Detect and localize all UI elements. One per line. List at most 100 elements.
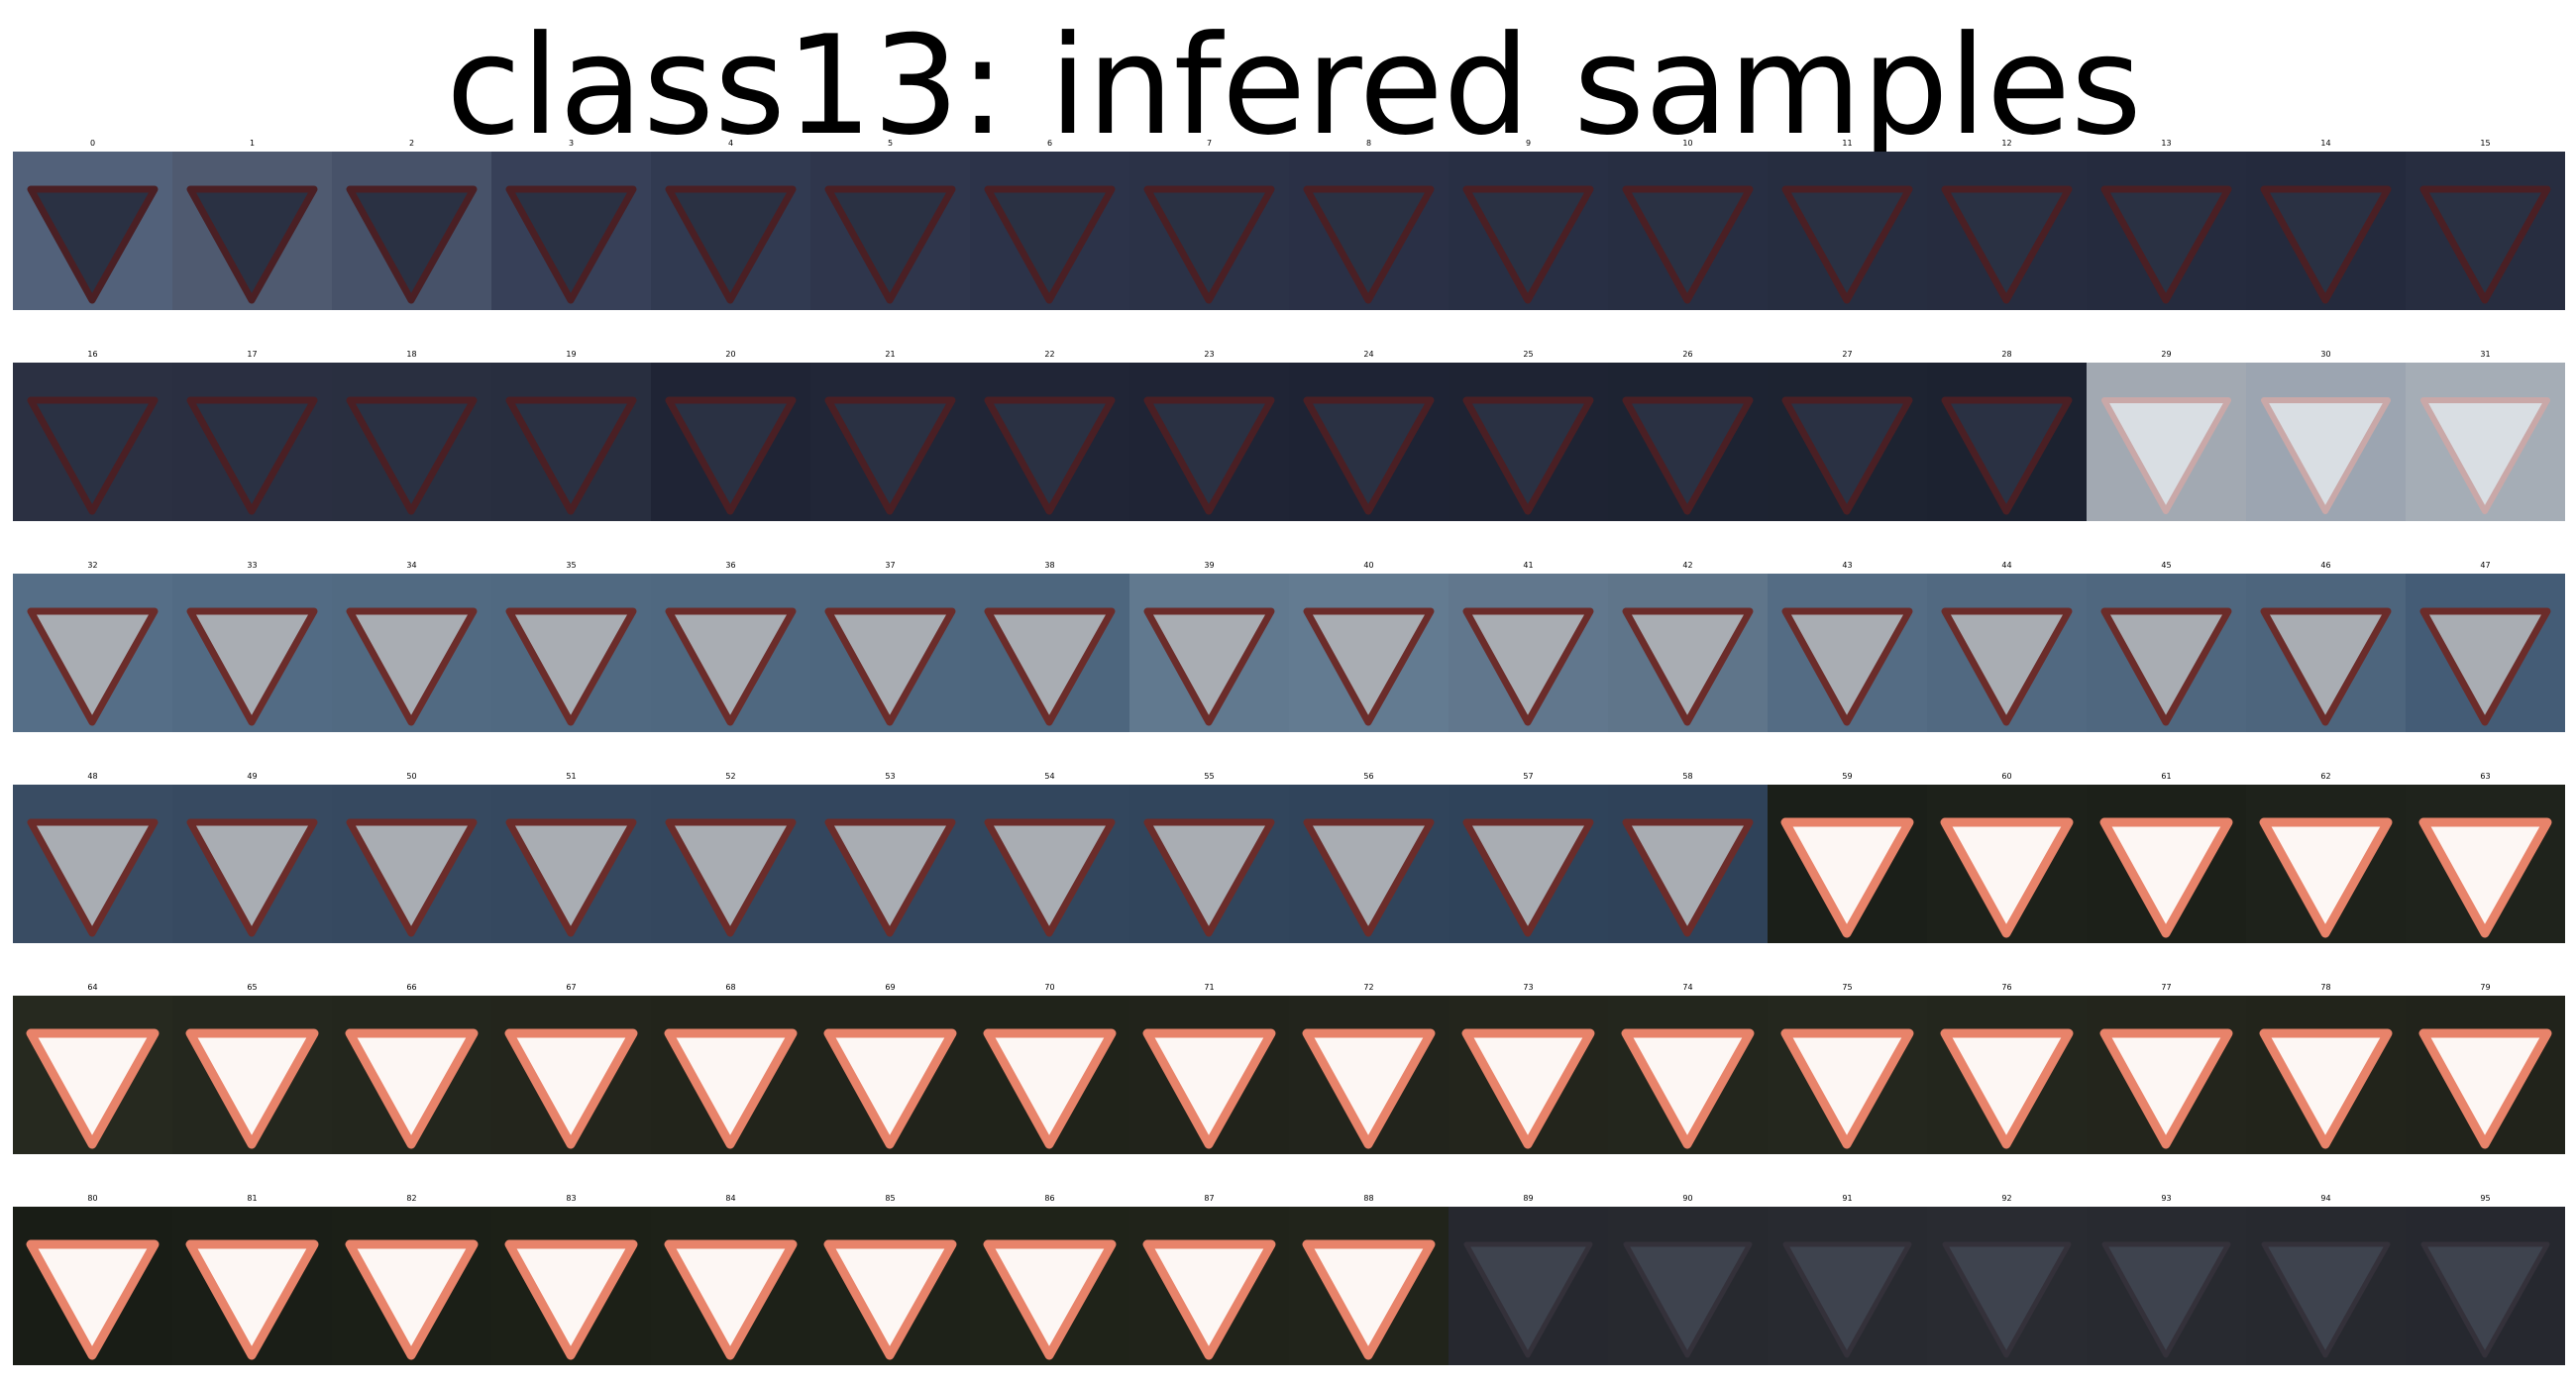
- sample-index-label: 79: [2480, 983, 2491, 992]
- yield-sign-thumbnail: [810, 363, 970, 521]
- sample-cell: 30: [2246, 348, 2406, 521]
- yield-sign-icon: [2260, 607, 2392, 726]
- yield-sign-thumbnail: [332, 152, 491, 310]
- sample-cell: 44: [1927, 559, 2087, 732]
- sample-cell: 57: [1449, 770, 1608, 943]
- yield-sign-thumbnail: [1927, 363, 2087, 521]
- sample-index-label: 59: [1842, 772, 1853, 781]
- yield-sign-thumbnail: [1608, 152, 1768, 310]
- yield-sign-thumbnail: [1129, 363, 1289, 521]
- sample-cell: 80: [13, 1192, 172, 1365]
- sample-cell: 20: [651, 348, 810, 521]
- yield-sign-icon: [2101, 397, 2231, 514]
- sample-cell: 89: [1449, 1192, 1608, 1365]
- yield-sign-icon: [1303, 396, 1435, 515]
- sample-index-label: 23: [1204, 350, 1215, 359]
- yield-sign-thumbnail: [1449, 785, 1608, 943]
- sample-index-label: 75: [1842, 983, 1853, 992]
- yield-sign-thumbnail: [1927, 1207, 2087, 1365]
- sample-cell: 9: [1449, 137, 1608, 310]
- sample-cell: 93: [2087, 1192, 2246, 1365]
- sample-cell: 94: [2246, 1192, 2406, 1365]
- sample-cell: 27: [1768, 348, 1927, 521]
- sample-index-label: 60: [2001, 772, 2012, 781]
- sample-cell: 87: [1129, 1192, 1289, 1365]
- yield-sign-thumbnail: [1129, 574, 1289, 732]
- sample-cell: 42: [1608, 559, 1768, 732]
- sample-cell: 41: [1449, 559, 1608, 732]
- yield-sign-thumbnail: [2087, 363, 2246, 521]
- yield-sign-thumbnail: [1289, 152, 1449, 310]
- sample-cell: 51: [491, 770, 651, 943]
- sample-cell: 31: [2406, 348, 2565, 521]
- sample-cell: 58: [1608, 770, 1768, 943]
- yield-sign-icon: [984, 818, 1116, 937]
- yield-sign-icon: [1622, 607, 1754, 726]
- sample-index-label: 8: [1365, 139, 1372, 148]
- sample-index-label: 64: [87, 983, 98, 992]
- sample-index-label: 18: [406, 350, 417, 359]
- yield-sign-thumbnail: [172, 574, 332, 732]
- yield-sign-icon: [2100, 185, 2232, 304]
- sample-cell: 43: [1768, 559, 1927, 732]
- yield-sign-thumbnail: [1608, 785, 1768, 943]
- yield-sign-icon: [1941, 396, 2073, 515]
- yield-sign-thumbnail: [651, 363, 810, 521]
- sample-cell: 82: [332, 1192, 491, 1365]
- sample-cell: 23: [1129, 348, 1289, 521]
- yield-sign-icon: [1303, 607, 1435, 726]
- sample-index-label: 44: [2001, 561, 2012, 570]
- yield-sign-icon: [1463, 1241, 1593, 1358]
- sample-index-label: 39: [1204, 561, 1215, 570]
- yield-sign-thumbnail: [1768, 574, 1927, 732]
- yield-sign-icon: [345, 1028, 479, 1149]
- sample-index-label: 33: [247, 561, 258, 570]
- yield-sign-icon: [1622, 185, 1754, 304]
- yield-sign-icon: [505, 396, 637, 515]
- yield-sign-thumbnail: [332, 785, 491, 943]
- yield-sign-thumbnail: [2087, 785, 2246, 943]
- sample-index-label: 69: [885, 983, 896, 992]
- sample-cell: 83: [491, 1192, 651, 1365]
- yield-sign-icon: [345, 1239, 479, 1360]
- yield-sign-icon: [1462, 607, 1594, 726]
- yield-sign-thumbnail: [1449, 996, 1608, 1154]
- sample-index-label: 25: [1523, 350, 1534, 359]
- yield-sign-icon: [665, 818, 797, 937]
- yield-sign-thumbnail: [2406, 996, 2565, 1154]
- yield-sign-icon: [1143, 818, 1275, 937]
- yield-sign-icon: [2260, 185, 2392, 304]
- yield-sign-icon: [504, 1239, 638, 1360]
- sample-cell: 49: [172, 770, 332, 943]
- yield-sign-icon: [2101, 1241, 2231, 1358]
- yield-sign-icon: [2420, 1241, 2550, 1358]
- yield-sign-thumbnail: [970, 1207, 1129, 1365]
- sample-cell: 35: [491, 559, 651, 732]
- yield-sign-icon: [27, 185, 159, 304]
- yield-sign-thumbnail: [13, 152, 172, 310]
- yield-sign-thumbnail: [810, 785, 970, 943]
- sample-index-label: 55: [1204, 772, 1215, 781]
- sample-cell: 19: [491, 348, 651, 521]
- yield-sign-thumbnail: [970, 363, 1129, 521]
- sample-cell: 29: [2087, 348, 2246, 521]
- sample-cell: 55: [1129, 770, 1289, 943]
- yield-sign-icon: [2099, 817, 2233, 938]
- yield-sign-thumbnail: [491, 996, 651, 1154]
- sample-index-label: 9: [1525, 139, 1532, 148]
- sample-cell: 75: [1768, 981, 1927, 1154]
- yield-sign-icon: [665, 607, 797, 726]
- yield-sign-icon: [824, 818, 956, 937]
- yield-sign-thumbnail: [1768, 1207, 1927, 1365]
- sample-cell: 13: [2087, 137, 2246, 310]
- yield-sign-icon: [824, 396, 956, 515]
- sample-index-label: 47: [2480, 561, 2491, 570]
- yield-sign-thumbnail: [2406, 574, 2565, 732]
- sample-index-label: 37: [885, 561, 896, 570]
- sample-cell: 25: [1449, 348, 1608, 521]
- sample-index-label: 5: [887, 139, 894, 148]
- sample-index-label: 17: [247, 350, 258, 359]
- sample-cell: 50: [332, 770, 491, 943]
- yield-sign-icon: [346, 396, 478, 515]
- sample-cell: 7: [1129, 137, 1289, 310]
